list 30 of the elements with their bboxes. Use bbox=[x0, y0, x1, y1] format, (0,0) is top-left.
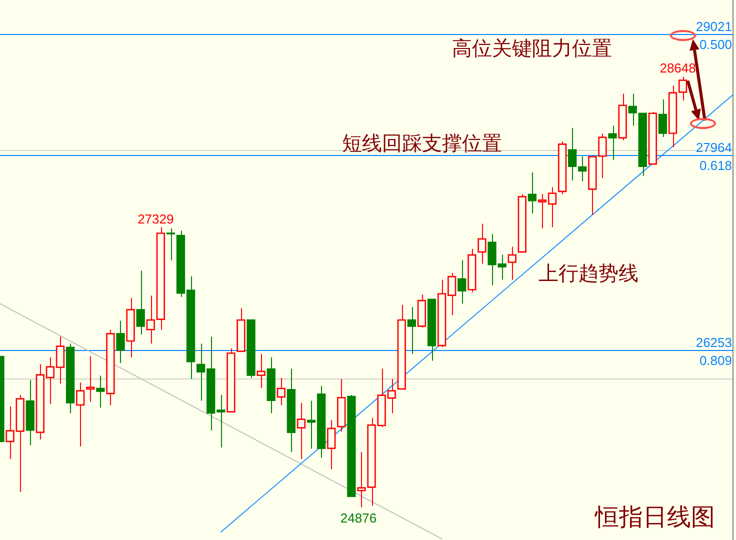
candlestick bbox=[508, 246, 516, 280]
candlestick bbox=[407, 306, 416, 354]
candlestick bbox=[478, 223, 486, 264]
text: 恒指日线图 bbox=[594, 503, 715, 531]
ref-line-label: 27964 bbox=[696, 140, 732, 155]
candlestick bbox=[116, 320, 125, 364]
candlestick bbox=[296, 402, 306, 460]
candlestick bbox=[658, 98, 668, 138]
annotation: 0.809 bbox=[699, 353, 732, 368]
annotation: 0.618 bbox=[699, 158, 732, 173]
annotation: 27329 bbox=[138, 211, 174, 226]
candlestick bbox=[608, 125, 617, 160]
ref-line-label: 26253 bbox=[696, 335, 732, 350]
candlestick bbox=[458, 260, 466, 304]
candlestick bbox=[136, 270, 145, 336]
annotation: 高位关键阻力位置 bbox=[452, 36, 612, 60]
candlestick bbox=[327, 420, 336, 470]
candlestick bbox=[528, 172, 537, 214]
candlestick bbox=[166, 228, 176, 261]
candlestick bbox=[276, 377, 286, 406]
candlestick bbox=[86, 356, 95, 402]
candlestick bbox=[76, 382, 85, 447]
annotation: 24876 bbox=[340, 510, 377, 526]
candlestick bbox=[96, 375, 105, 408]
series-label: 上行趋势线 bbox=[538, 260, 638, 285]
ref-line-label: 29021 bbox=[696, 19, 732, 34]
annotation: 短线回踩支撑位置 bbox=[342, 130, 502, 155]
candlestick bbox=[256, 353, 266, 389]
annotation: 28648 bbox=[660, 60, 696, 76]
annotation: 0.500 bbox=[699, 37, 732, 52]
